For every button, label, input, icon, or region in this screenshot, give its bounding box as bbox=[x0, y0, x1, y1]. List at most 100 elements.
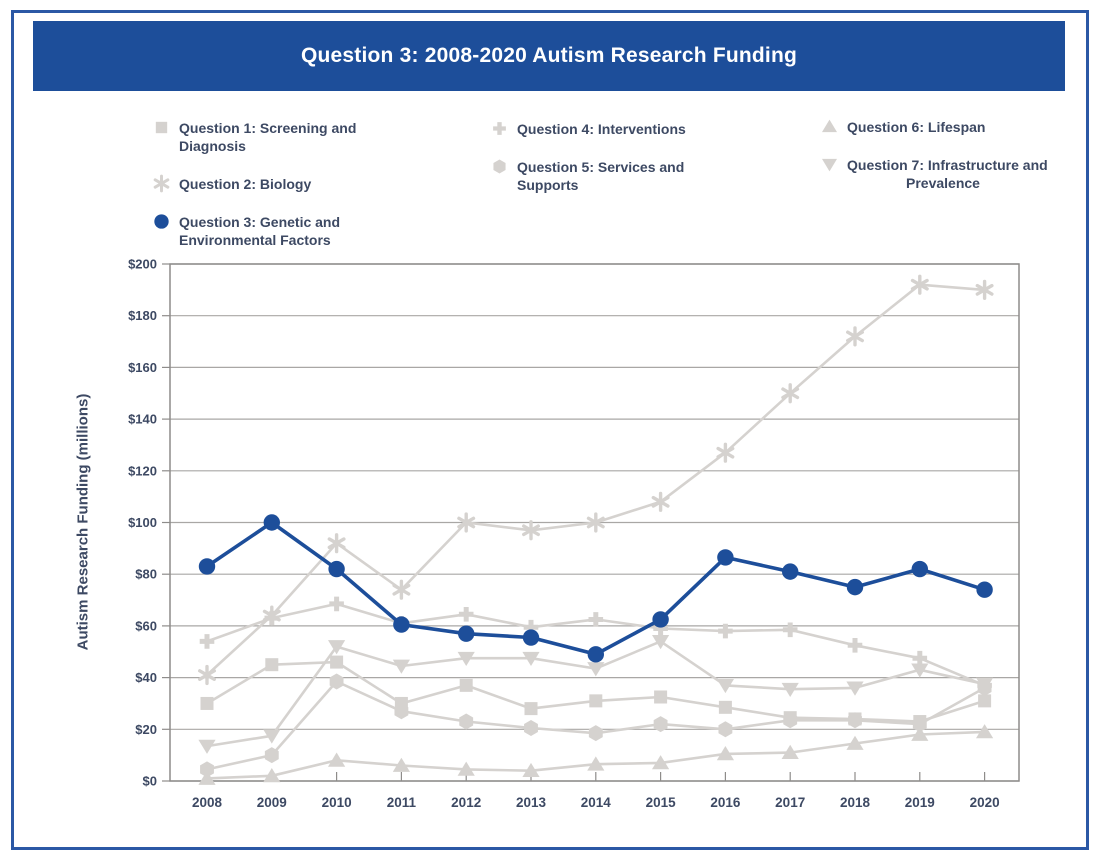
x-tick-label: 2018 bbox=[840, 795, 871, 810]
asterisk-marker bbox=[153, 174, 170, 193]
circle-marker bbox=[154, 214, 169, 229]
y-tick-label: $120 bbox=[128, 463, 157, 478]
circle-marker bbox=[458, 625, 475, 642]
triangle-up-marker bbox=[392, 757, 410, 772]
asterisk-marker bbox=[910, 274, 929, 295]
legend-item-question-3: Question 3: Genetic and Environmental Fa… bbox=[152, 213, 394, 249]
triangle-up-marker-icon bbox=[821, 119, 838, 133]
asterisk-marker bbox=[781, 383, 800, 404]
triangle-up-marker bbox=[587, 756, 605, 771]
square-marker bbox=[330, 655, 344, 669]
asterisk-marker bbox=[198, 664, 216, 686]
x-tick-label: 2014 bbox=[581, 795, 612, 810]
series-triangle-up bbox=[198, 724, 994, 785]
y-tick-label: $20 bbox=[135, 722, 157, 737]
hexagon-marker bbox=[524, 720, 538, 737]
legend-label: Question 1: Screening and Diagnosis bbox=[179, 120, 357, 154]
plus-marker bbox=[458, 606, 474, 622]
x-tick-label: 2015 bbox=[646, 795, 677, 810]
y-tick-label: $100 bbox=[128, 515, 157, 530]
triangle-down-marker bbox=[328, 640, 346, 655]
legend-label: Question 6: Lifespan bbox=[847, 119, 986, 135]
square-marker bbox=[589, 694, 603, 708]
x-tick-label: 2017 bbox=[775, 795, 805, 810]
hexagon-marker bbox=[459, 713, 474, 730]
square-marker-icon bbox=[155, 121, 168, 134]
asterisk-marker bbox=[392, 579, 411, 600]
triangle-down-marker bbox=[198, 739, 216, 754]
asterisk-marker bbox=[846, 326, 864, 347]
series-line bbox=[205, 520, 986, 657]
asterisk-marker bbox=[522, 520, 540, 541]
hexagon-marker bbox=[653, 716, 668, 733]
square-marker bbox=[459, 678, 473, 692]
triangle-down-marker bbox=[392, 659, 410, 674]
legend-label: Question 5: Services and Supports bbox=[517, 159, 685, 193]
hexagon-marker bbox=[394, 703, 409, 720]
square-marker bbox=[200, 696, 214, 710]
triangle-up-marker bbox=[522, 762, 540, 778]
asterisk-marker bbox=[586, 512, 605, 533]
circle-marker bbox=[717, 549, 734, 566]
triangle-up-marker bbox=[846, 735, 864, 750]
square-marker bbox=[155, 121, 168, 134]
triangle-up-marker bbox=[457, 761, 475, 776]
circle-marker bbox=[328, 560, 345, 578]
y-tick-label: $40 bbox=[135, 670, 157, 685]
x-tick-label: 2013 bbox=[516, 795, 547, 810]
plus-marker bbox=[912, 650, 928, 666]
plus-marker bbox=[329, 596, 344, 612]
triangle-down-marker bbox=[263, 729, 281, 744]
y-tick-label: $180 bbox=[128, 308, 157, 323]
circle-marker bbox=[976, 581, 993, 598]
circle-marker bbox=[846, 578, 864, 596]
asterisk-marker bbox=[457, 512, 476, 533]
asterisk-marker-icon bbox=[153, 174, 170, 193]
x-tick-label: 2016 bbox=[710, 795, 741, 810]
triangle-up-marker bbox=[716, 746, 734, 761]
triangle-down-marker bbox=[457, 651, 475, 667]
triangle-down-marker bbox=[781, 682, 799, 698]
asterisk-marker bbox=[716, 442, 735, 463]
square-marker bbox=[265, 658, 279, 672]
triangle-up-marker bbox=[821, 119, 838, 133]
plus-marker bbox=[264, 610, 280, 626]
hexagon-marker bbox=[783, 712, 798, 729]
hexagon-marker bbox=[912, 716, 927, 733]
series-asterisk bbox=[198, 274, 994, 686]
triangle-down-marker bbox=[522, 651, 540, 667]
triangle-up-marker bbox=[781, 744, 799, 759]
triangle-down-marker bbox=[911, 663, 929, 678]
legend-column-3: Question 6: Lifespan Question 7: Infrast… bbox=[820, 118, 1100, 192]
hexagon-marker bbox=[493, 159, 506, 174]
plus-marker bbox=[493, 122, 506, 135]
legend-item-question-4: Question 4: Interventions bbox=[490, 120, 732, 138]
legend-item-question-1: Question 1: Screening and Diagnosis bbox=[152, 119, 394, 155]
asterisk-marker bbox=[651, 491, 670, 512]
legend-column-2: Question 4: Interventions Question 5: Se… bbox=[490, 120, 732, 194]
triangle-down-marker bbox=[846, 681, 864, 696]
plus-marker-icon bbox=[493, 122, 506, 135]
circle-marker bbox=[652, 611, 669, 628]
triangle-down-marker-icon bbox=[821, 158, 838, 172]
circle-marker-icon bbox=[154, 214, 169, 229]
y-tick-label: $60 bbox=[135, 618, 157, 633]
plot-border bbox=[169, 263, 1020, 782]
legend-item-question-5: Question 5: Services and Supports bbox=[490, 158, 732, 194]
x-tick-label: 2011 bbox=[387, 795, 417, 810]
title-banner: Question 3: 2008-2020 Autism Research Fu… bbox=[33, 21, 1065, 91]
triangle-down-marker bbox=[821, 158, 838, 172]
x-tick-label: 2010 bbox=[322, 795, 352, 810]
legend-item-question-6: Question 6: Lifespan bbox=[820, 118, 1100, 136]
square-marker bbox=[654, 690, 668, 704]
x-tick-label: 2008 bbox=[192, 795, 223, 810]
circle-marker bbox=[522, 629, 540, 646]
circle-marker bbox=[911, 560, 928, 578]
hexagon-marker bbox=[200, 761, 214, 778]
legend-label: Question 2: Biology bbox=[179, 176, 312, 192]
hexagon-marker bbox=[848, 712, 862, 729]
hexagon-marker bbox=[329, 673, 344, 690]
y-tick-label: $0 bbox=[143, 774, 157, 789]
